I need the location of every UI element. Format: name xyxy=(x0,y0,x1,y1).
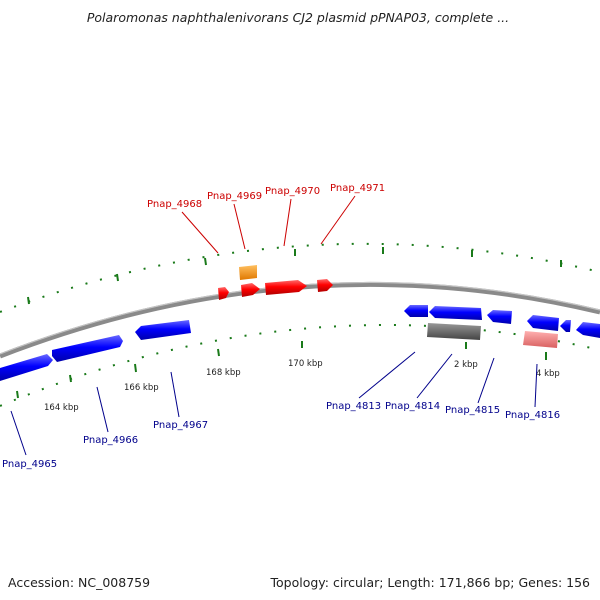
scale-label-2: 2 kbp xyxy=(454,360,478,370)
gene-pnap-4816[interactable] xyxy=(527,315,559,331)
gene-label-pnap-4966[interactable]: Pnap_4966 xyxy=(83,435,138,446)
gene-pnap-4971[interactable] xyxy=(317,279,333,292)
gene-label-pnap-4971[interactable]: Pnap_4971 xyxy=(330,183,385,194)
gene-pnap-4966[interactable] xyxy=(52,335,123,362)
gene-label-pnap-4815[interactable]: Pnap_4815 xyxy=(445,405,500,416)
scale-label-168: 168 kbp xyxy=(206,368,241,378)
inner-major-ticks xyxy=(16,341,547,399)
gene-edge-blue[interactable] xyxy=(576,322,600,338)
gene-label-pnap-4813[interactable]: Pnap_4813 xyxy=(326,401,381,412)
grey-feature[interactable] xyxy=(427,323,481,340)
gene-label-pnap-4970[interactable]: Pnap_4970 xyxy=(265,186,320,197)
pink-feature[interactable] xyxy=(523,331,558,348)
accession-text: Accession: NC_008759 xyxy=(8,575,150,590)
bottom-leader-lines xyxy=(10,351,538,456)
gene-small-blue[interactable] xyxy=(560,320,571,332)
gene-pnap-4813[interactable] xyxy=(404,305,428,317)
map-title: Polaromonas naphthalenivorans CJ2 plasmi… xyxy=(87,10,509,25)
gene-label-pnap-4814[interactable]: Pnap_4814 xyxy=(385,401,440,412)
outer-major-ticks xyxy=(27,247,562,305)
scale-label-170: 170 kbp xyxy=(288,359,323,369)
gene-pnap-4814[interactable] xyxy=(429,306,482,320)
scale-label-4: 4 kbp xyxy=(536,369,560,379)
gene-label-pnap-4967[interactable]: Pnap_4967 xyxy=(153,420,208,431)
forward-genes xyxy=(218,265,333,300)
gene-pnap-4815[interactable] xyxy=(487,310,512,324)
gene-pnap-4965[interactable] xyxy=(0,354,53,381)
reverse-genes xyxy=(0,305,600,381)
gene-pnap-4969[interactable] xyxy=(241,283,260,297)
gene-label-pnap-4816[interactable]: Pnap_4816 xyxy=(505,410,560,421)
top-leader-lines xyxy=(181,195,356,254)
scale-label-164: 164 kbp xyxy=(44,403,79,413)
gene-label-pnap-4969[interactable]: Pnap_4969 xyxy=(207,191,262,202)
orange-feature[interactable] xyxy=(239,265,257,280)
gene-label-pnap-4965[interactable]: Pnap_4965 xyxy=(2,459,57,470)
scale-label-166: 166 kbp xyxy=(124,383,159,393)
genome-summary-text: Topology: circular; Length: 171,866 bp; … xyxy=(270,575,591,590)
gene-pnap-4970[interactable] xyxy=(265,280,307,295)
gene-pnap-4967[interactable] xyxy=(135,320,191,340)
gene-label-pnap-4968[interactable]: Pnap_4968 xyxy=(147,199,202,210)
outer-tick-ring xyxy=(0,242,600,313)
gene-pnap-4968[interactable] xyxy=(218,287,229,300)
